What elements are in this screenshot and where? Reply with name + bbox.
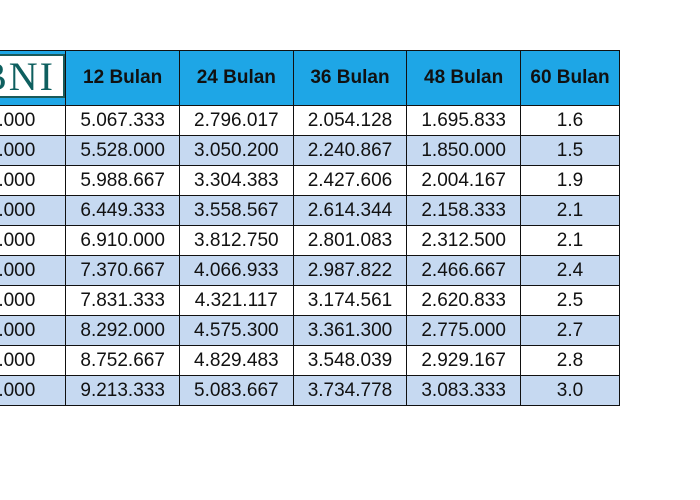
installment-cell: 2.240.867 <box>292 135 408 166</box>
plafon-cell: 160.000.000 <box>0 255 67 286</box>
installment-cell: 4.829.483 <box>178 345 294 376</box>
bni-logo: BNI <box>0 54 65 98</box>
plafon-cell: 200.000.000 <box>0 375 67 406</box>
installment-cell: 1.5 <box>519 135 621 166</box>
installment-cell: 2.987.822 <box>292 255 408 286</box>
installment-cell: 2.054.128 <box>292 105 408 136</box>
table-row: 160.000.0007.370.6674.066.9332.987.8222.… <box>0 255 621 286</box>
installment-cell: 3.361.300 <box>292 315 408 346</box>
plafon-cell: 110.000.000 <box>0 105 67 136</box>
installment-cell: 8.292.000 <box>65 315 180 346</box>
installment-cell: 2.466.667 <box>406 255 521 286</box>
plafon-cell: 150.000.000 <box>0 225 67 256</box>
installment-cell: 5.988.667 <box>65 165 180 196</box>
table-header-row: BNI 12 Bulan 24 Bulan 36 Bulan 48 Bulan … <box>0 50 621 106</box>
plafon-cell: 140.000.000 <box>0 195 67 226</box>
installment-cell: 3.548.039 <box>292 345 408 376</box>
plafon-cell: 130.000.000 <box>0 165 67 196</box>
installment-cell: 2.1 <box>519 225 621 256</box>
installment-cell: 2.312.500 <box>406 225 521 256</box>
installment-cell: 2.427.606 <box>292 165 408 196</box>
installment-cell: 2.620.833 <box>406 285 521 316</box>
plafon-cell: 190.000.000 <box>0 345 67 376</box>
installment-table: BNI 12 Bulan 24 Bulan 36 Bulan 48 Bulan … <box>0 50 621 406</box>
installment-cell: 3.558.567 <box>178 195 294 226</box>
installment-cell: 4.066.933 <box>178 255 294 286</box>
installment-cell: 3.812.750 <box>178 225 294 256</box>
plafon-cell: 170.000.000 <box>0 285 67 316</box>
plafon-cell: 180.000.000 <box>0 315 67 346</box>
header-48-bulan: 48 Bulan <box>406 50 521 106</box>
installment-cell: 6.910.000 <box>65 225 180 256</box>
header-36-bulan: 36 Bulan <box>292 50 408 106</box>
installment-cell: 3.083.333 <box>406 375 521 406</box>
installment-cell: 5.067.333 <box>65 105 180 136</box>
installment-cell: 3.304.383 <box>178 165 294 196</box>
table-row: 150.000.0006.910.0003.812.7502.801.0832.… <box>0 225 621 256</box>
table-row: 180.000.0008.292.0004.575.3003.361.3002.… <box>0 315 621 346</box>
table-row: 170.000.0007.831.3334.321.1173.174.5612.… <box>0 285 621 316</box>
installment-cell: 2.801.083 <box>292 225 408 256</box>
logo-header-cell: BNI <box>0 50 67 106</box>
installment-cell: 2.4 <box>519 255 621 286</box>
installment-cell: 2.614.344 <box>292 195 408 226</box>
header-24-bulan: 24 Bulan <box>178 50 294 106</box>
table-body: 110.000.0005.067.3332.796.0172.054.1281.… <box>0 105 621 406</box>
installment-cell: 1.6 <box>519 105 621 136</box>
installment-cell: 2.7 <box>519 315 621 346</box>
installment-cell: 2.775.000 <box>406 315 521 346</box>
installment-cell: 2.796.017 <box>178 105 294 136</box>
installment-cell: 2.5 <box>519 285 621 316</box>
installment-cell: 7.831.333 <box>65 285 180 316</box>
installment-cell: 9.213.333 <box>65 375 180 406</box>
installment-cell: 2.158.333 <box>406 195 521 226</box>
installment-cell: 2.1 <box>519 195 621 226</box>
plafon-cell: 120.000.000 <box>0 135 67 166</box>
table-row: 140.000.0006.449.3333.558.5672.614.3442.… <box>0 195 621 226</box>
installment-cell: 3.734.778 <box>292 375 408 406</box>
installment-cell: 1.695.833 <box>406 105 521 136</box>
installment-cell: 5.528.000 <box>65 135 180 166</box>
installment-cell: 5.083.667 <box>178 375 294 406</box>
installment-cell: 6.449.333 <box>65 195 180 226</box>
installment-cell: 2.929.167 <box>406 345 521 376</box>
installment-cell: 3.174.561 <box>292 285 408 316</box>
installment-cell: 3.050.200 <box>178 135 294 166</box>
installment-cell: 3.0 <box>519 375 621 406</box>
header-60-bulan: 60 Bulan <box>519 50 621 106</box>
header-12-bulan: 12 Bulan <box>65 50 180 106</box>
installment-cell: 2.8 <box>519 345 621 376</box>
installment-cell: 7.370.667 <box>65 255 180 286</box>
table-row: 110.000.0005.067.3332.796.0172.054.1281.… <box>0 105 621 136</box>
table-row: 120.000.0005.528.0003.050.2002.240.8671.… <box>0 135 621 166</box>
table-row: 200.000.0009.213.3335.083.6673.734.7783.… <box>0 375 621 406</box>
installment-cell: 4.321.117 <box>178 285 294 316</box>
table-row: 130.000.0005.988.6673.304.3832.427.6062.… <box>0 165 621 196</box>
installment-cell: 8.752.667 <box>65 345 180 376</box>
installment-cell: 1.850.000 <box>406 135 521 166</box>
table-row: 190.000.0008.752.6674.829.4833.548.0392.… <box>0 345 621 376</box>
installment-cell: 2.004.167 <box>406 165 521 196</box>
installment-cell: 4.575.300 <box>178 315 294 346</box>
installment-cell: 1.9 <box>519 165 621 196</box>
